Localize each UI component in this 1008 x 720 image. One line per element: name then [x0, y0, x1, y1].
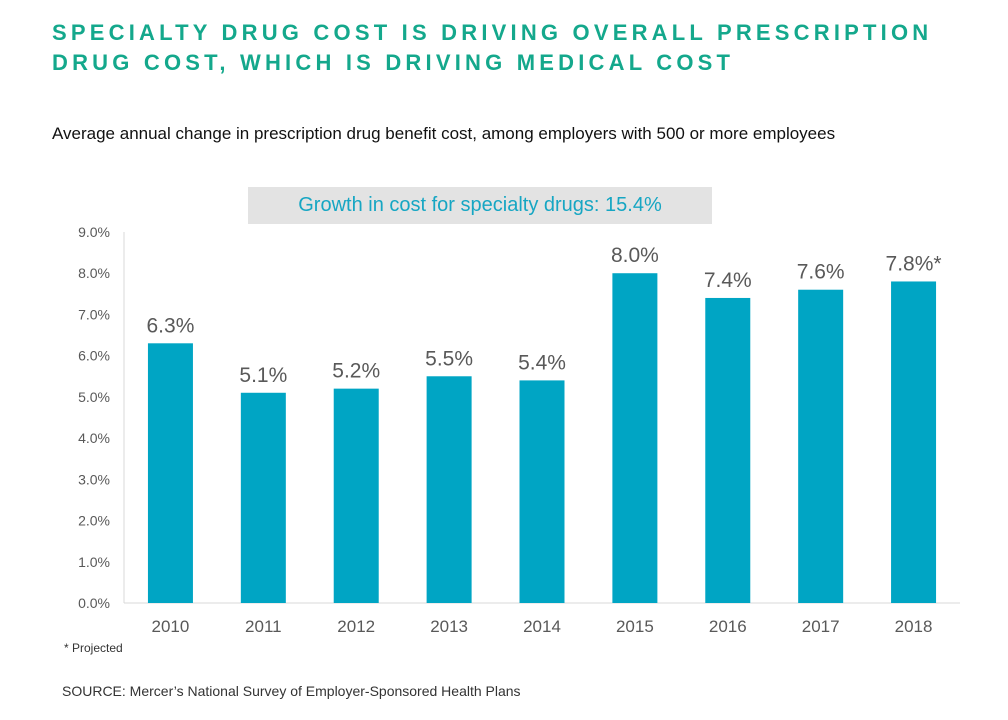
- bar-2017: [798, 289, 844, 603]
- data-label-2015: 8.0%: [611, 244, 659, 267]
- bar-2018: [891, 281, 937, 603]
- data-label-2016: 7.4%: [704, 269, 752, 292]
- x-tick-label-2014: 2014: [523, 617, 561, 636]
- data-label-2018: 7.8%*: [886, 252, 942, 275]
- x-tick-label-2011: 2011: [245, 617, 282, 636]
- y-tick-label: 3.0%: [78, 471, 110, 487]
- y-tick-label: 2.0%: [78, 513, 110, 529]
- data-label-2011: 5.1%: [239, 364, 287, 387]
- data-label-2012: 5.2%: [332, 360, 380, 383]
- data-label-2014: 5.4%: [518, 351, 566, 374]
- x-tick-label-2015: 2015: [616, 617, 654, 636]
- x-tick-label-2010: 2010: [152, 617, 190, 636]
- x-tick-label-2016: 2016: [709, 617, 747, 636]
- y-tick-label: 7.0%: [78, 306, 110, 322]
- x-tick-label-2018: 2018: [895, 617, 933, 636]
- x-tick-label-2013: 2013: [430, 617, 468, 636]
- data-label-2017: 7.6%: [797, 261, 845, 284]
- chart-title: SPECIALTY DRUG COST IS DRIVING OVERALL P…: [52, 20, 933, 75]
- data-label-2010: 6.3%: [147, 314, 195, 337]
- bar-2016: [705, 297, 751, 603]
- bar-2010: [147, 343, 193, 603]
- projected-footnote: * Projected: [64, 641, 123, 655]
- bars-group: 6.3% 5.1% 5.2% 5.5% 5.4% 8.0% 7.4% 7.6% 7.8%*: [147, 244, 942, 603]
- bar-2012: [333, 388, 379, 603]
- x-axis: 2010 2011 2012 2013 2014 2015 2016 2017 2018: [124, 602, 960, 636]
- bar-2015: [612, 273, 658, 603]
- data-label-2013: 5.5%: [425, 347, 473, 370]
- y-tick-label: 8.0%: [78, 265, 110, 281]
- source-note: SOURCE: Mercer’s National Survey of Empl…: [62, 683, 521, 699]
- y-tick-label: 5.0%: [78, 389, 110, 405]
- y-tick-label: 9.0%: [78, 224, 110, 240]
- y-tick-label: 4.0%: [78, 430, 110, 446]
- specialty-growth-callout: Growth in cost for specialty drugs: 15.4…: [248, 187, 712, 224]
- bar-2013: [426, 376, 472, 603]
- y-tick-label: 6.0%: [78, 348, 110, 364]
- bar-2011: [240, 392, 286, 603]
- y-tick-label: 0.0%: [78, 595, 110, 611]
- x-tick-label-2017: 2017: [802, 617, 840, 636]
- y-tick-label: 1.0%: [78, 554, 110, 570]
- x-tick-label-2012: 2012: [337, 617, 375, 636]
- chart-subtitle: Average annual change in prescription dr…: [52, 124, 836, 143]
- bar-2014: [519, 380, 565, 603]
- y-axis: 0.0% 1.0% 2.0% 3.0% 4.0% 5.0% 6.0% 7.0% 8.0% 9.0%: [78, 224, 125, 611]
